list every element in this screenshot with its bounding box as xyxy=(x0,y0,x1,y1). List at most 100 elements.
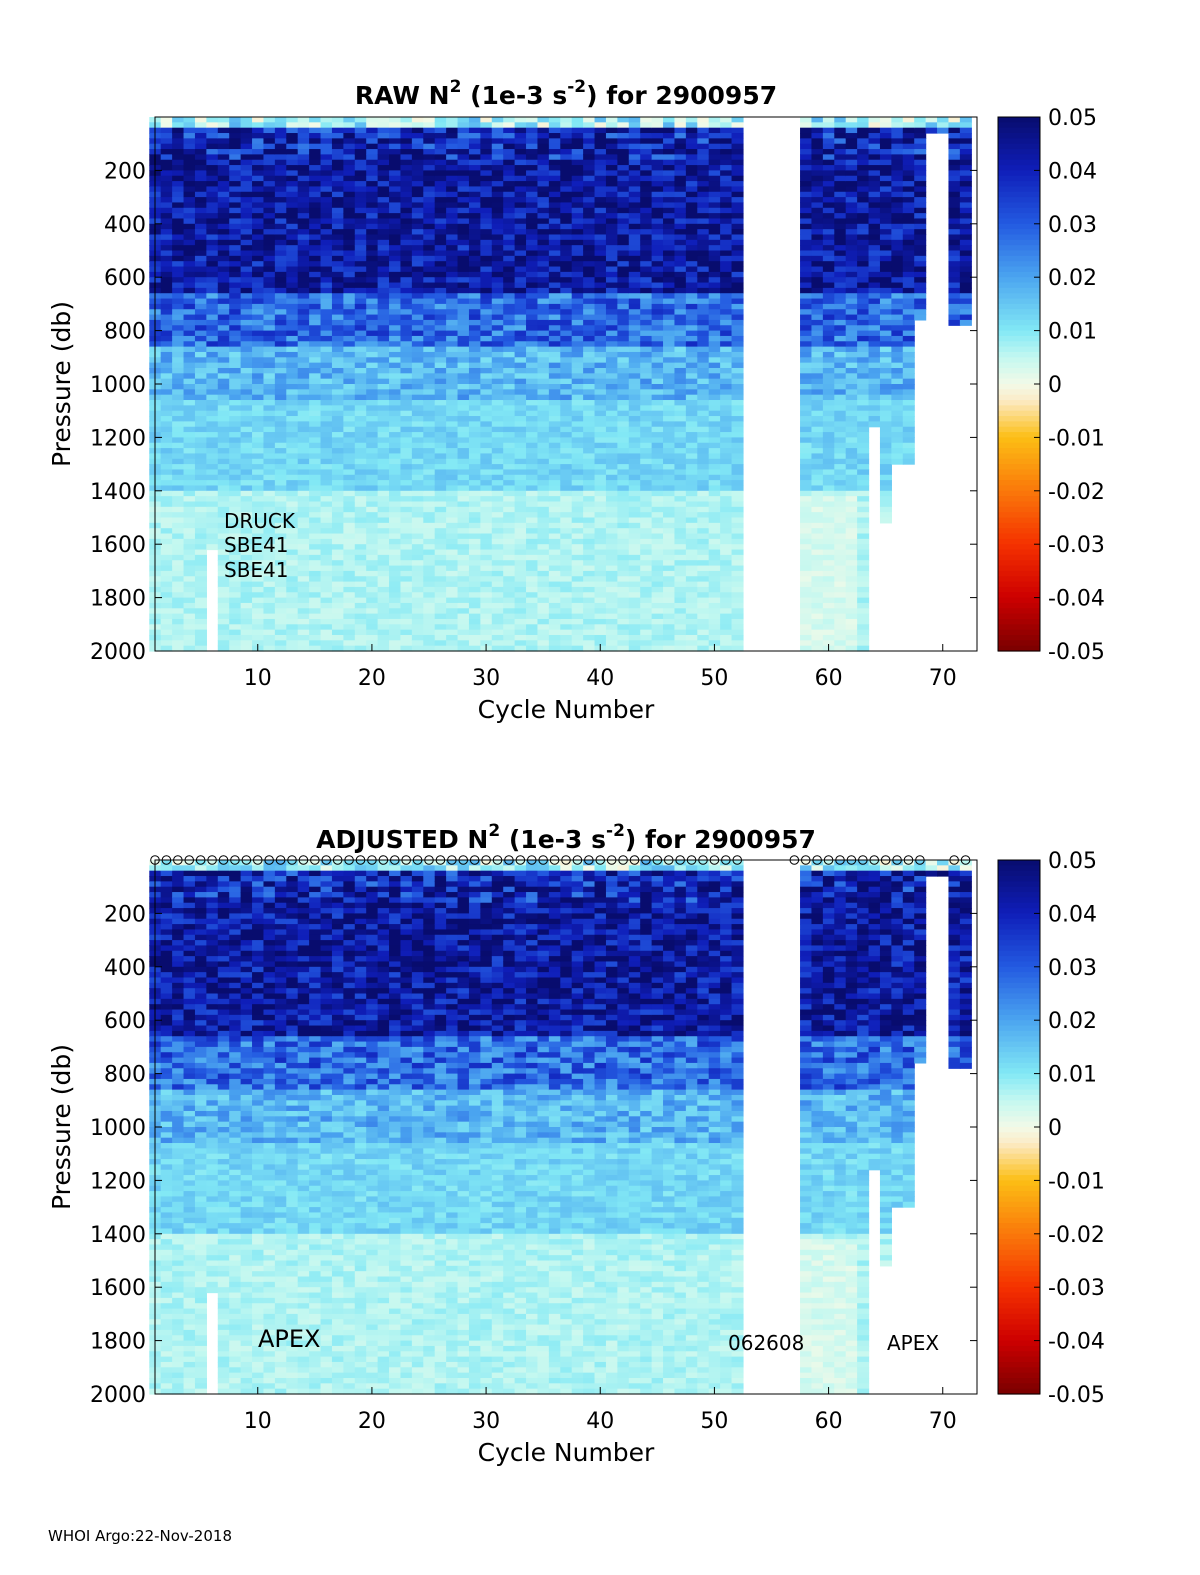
heatmap-cell xyxy=(526,181,539,188)
heatmap-cell xyxy=(640,474,653,481)
heatmap-cell xyxy=(583,314,596,321)
heatmap-cell xyxy=(229,634,242,641)
heatmap-cell xyxy=(446,165,459,171)
heatmap-cell xyxy=(252,517,265,524)
heatmap-cell xyxy=(217,127,230,134)
heatmap-cell xyxy=(446,266,459,273)
heatmap-cell xyxy=(526,191,539,198)
heatmap-cell xyxy=(583,229,596,236)
heatmap-cell xyxy=(514,367,527,374)
heatmap-cell xyxy=(537,271,550,278)
heatmap-cell xyxy=(685,624,698,631)
heatmap-cell xyxy=(697,250,710,257)
heatmap-cell xyxy=(605,218,618,225)
heatmap-cell xyxy=(514,426,527,433)
heatmap-cell xyxy=(194,640,207,647)
heatmap-cell xyxy=(263,330,276,337)
heatmap-cell xyxy=(697,138,710,145)
heatmap-cell xyxy=(617,346,630,353)
heatmap-cell xyxy=(206,378,219,385)
heatmap-cell xyxy=(434,538,447,545)
heatmap-cell xyxy=(548,453,561,460)
heatmap-cell xyxy=(252,410,265,417)
heatmap-cell xyxy=(320,287,333,294)
heatmap-cell xyxy=(685,416,698,422)
heatmap-cell xyxy=(263,314,276,321)
heatmap-cell xyxy=(663,149,676,155)
heatmap-cell xyxy=(377,576,390,583)
heatmap-cell xyxy=(651,458,664,465)
heatmap-cell xyxy=(297,287,310,294)
heatmap-cell xyxy=(697,624,710,631)
heatmap-cell xyxy=(537,319,550,326)
heatmap-cell xyxy=(583,405,596,412)
heatmap-cell xyxy=(411,501,424,508)
heatmap-cell xyxy=(674,592,687,599)
heatmap-cell xyxy=(331,143,344,150)
heatmap-cell xyxy=(343,544,356,551)
heatmap-cell xyxy=(605,624,618,631)
heatmap-cell xyxy=(400,133,413,139)
heatmap-cell xyxy=(708,277,721,284)
heatmap-cell xyxy=(583,485,596,492)
heatmap-cell xyxy=(320,570,333,577)
heatmap-cell xyxy=(594,133,607,139)
heatmap-cell xyxy=(400,117,413,123)
heatmap-cell xyxy=(263,421,276,428)
heatmap-cell xyxy=(537,586,550,593)
heatmap-cell xyxy=(400,453,413,460)
heatmap-cell xyxy=(548,645,561,652)
heatmap-cell xyxy=(514,282,527,289)
heatmap-cell xyxy=(537,517,550,524)
heatmap-cell xyxy=(651,309,664,316)
heatmap-cell xyxy=(583,138,596,145)
heatmap-cell xyxy=(411,314,424,321)
heatmap-cell xyxy=(583,576,596,583)
heatmap-cell xyxy=(594,261,607,268)
heatmap-cell xyxy=(320,133,333,139)
heatmap-cell xyxy=(548,362,561,369)
heatmap-cell xyxy=(663,512,676,519)
heatmap-cell xyxy=(583,149,596,155)
heatmap-cell xyxy=(183,277,196,284)
heatmap-cell xyxy=(685,570,698,577)
heatmap-cell xyxy=(331,400,344,406)
heatmap-cell xyxy=(708,186,721,193)
heatmap-cell xyxy=(514,362,527,369)
heatmap-cell xyxy=(457,410,470,417)
heatmap-cell xyxy=(172,640,185,647)
heatmap-cell xyxy=(674,335,687,342)
heatmap-cell xyxy=(446,170,459,177)
heatmap-cell xyxy=(172,314,185,321)
heatmap-cell xyxy=(548,544,561,551)
heatmap-cell xyxy=(320,143,333,150)
heatmap-cell xyxy=(526,512,539,519)
heatmap-cell xyxy=(480,410,493,417)
heatmap-cell xyxy=(526,197,539,204)
heatmap-cell xyxy=(206,501,219,508)
heatmap-cell xyxy=(411,421,424,428)
heatmap-cell xyxy=(674,640,687,647)
heatmap-cell xyxy=(274,416,287,422)
heatmap-cell xyxy=(446,458,459,465)
heatmap-cell xyxy=(206,506,219,513)
heatmap-cell xyxy=(640,298,653,305)
heatmap-cell xyxy=(480,544,493,551)
heatmap-cell xyxy=(663,464,676,471)
heatmap-cell xyxy=(480,538,493,545)
heatmap-cell xyxy=(537,255,550,262)
heatmap-cell xyxy=(583,624,596,631)
heatmap-cell xyxy=(640,528,653,535)
heatmap-cell xyxy=(503,218,516,225)
heatmap-cell xyxy=(617,544,630,551)
heatmap-cell xyxy=(503,442,516,449)
heatmap-cell xyxy=(354,432,367,438)
heatmap-cell xyxy=(457,373,470,380)
heatmap-cell xyxy=(491,634,504,641)
heatmap-cell xyxy=(526,517,539,524)
heatmap-cell xyxy=(491,229,504,236)
heatmap-cell xyxy=(640,127,653,134)
heatmap-cell xyxy=(263,506,276,513)
heatmap-cell xyxy=(537,282,550,289)
heatmap-cell xyxy=(583,191,596,198)
